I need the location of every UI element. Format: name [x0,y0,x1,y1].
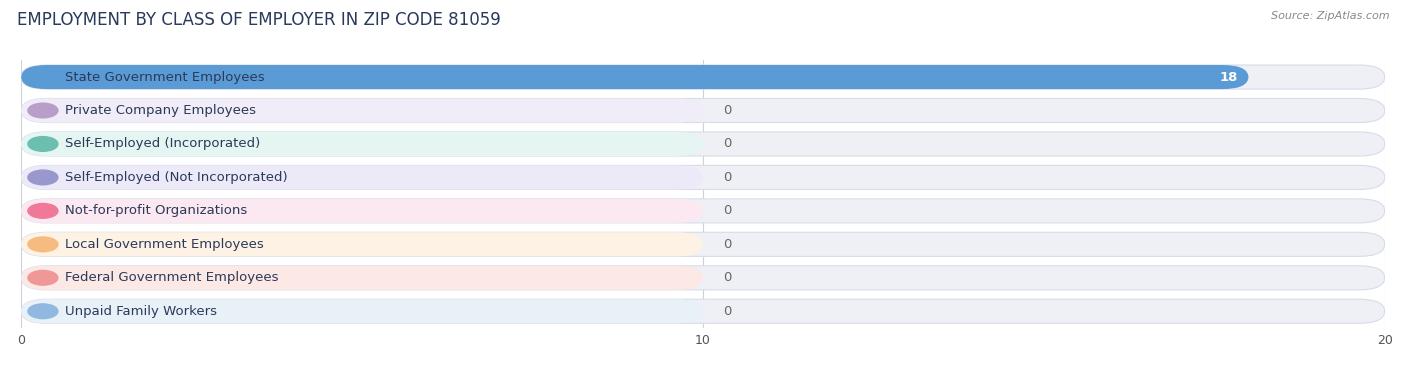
FancyBboxPatch shape [21,132,703,156]
Text: Source: ZipAtlas.com: Source: ZipAtlas.com [1271,11,1389,21]
FancyBboxPatch shape [21,266,1385,290]
Text: 0: 0 [724,204,733,218]
FancyBboxPatch shape [21,132,1385,156]
Text: EMPLOYMENT BY CLASS OF EMPLOYER IN ZIP CODE 81059: EMPLOYMENT BY CLASS OF EMPLOYER IN ZIP C… [17,11,501,29]
FancyBboxPatch shape [21,299,703,323]
FancyBboxPatch shape [21,98,703,123]
FancyBboxPatch shape [21,199,1385,223]
Text: 18: 18 [1220,70,1239,84]
Text: Federal Government Employees: Federal Government Employees [66,271,278,284]
FancyBboxPatch shape [21,232,703,256]
Text: Not-for-profit Organizations: Not-for-profit Organizations [66,204,247,218]
Circle shape [28,304,58,319]
FancyBboxPatch shape [21,65,1249,89]
Text: 0: 0 [724,271,733,284]
Text: Self-Employed (Not Incorporated): Self-Employed (Not Incorporated) [66,171,288,184]
Circle shape [28,237,58,252]
FancyBboxPatch shape [21,98,1385,123]
Text: Self-Employed (Incorporated): Self-Employed (Incorporated) [66,138,260,150]
FancyBboxPatch shape [21,232,1385,256]
Text: 0: 0 [724,104,733,117]
Text: State Government Employees: State Government Employees [66,70,266,84]
FancyBboxPatch shape [21,299,1385,323]
Circle shape [28,270,58,285]
Circle shape [28,136,58,151]
Text: Local Government Employees: Local Government Employees [66,238,264,251]
Circle shape [28,103,58,118]
Text: 0: 0 [724,305,733,318]
Text: 0: 0 [724,238,733,251]
Circle shape [28,170,58,185]
Circle shape [28,204,58,218]
FancyBboxPatch shape [21,199,703,223]
Text: 0: 0 [724,171,733,184]
FancyBboxPatch shape [21,166,1385,190]
Text: Private Company Employees: Private Company Employees [66,104,256,117]
FancyBboxPatch shape [21,166,703,190]
Text: Unpaid Family Workers: Unpaid Family Workers [66,305,218,318]
FancyBboxPatch shape [21,65,1249,89]
Circle shape [28,70,58,84]
Text: 0: 0 [724,138,733,150]
FancyBboxPatch shape [21,266,703,290]
FancyBboxPatch shape [21,65,1385,89]
